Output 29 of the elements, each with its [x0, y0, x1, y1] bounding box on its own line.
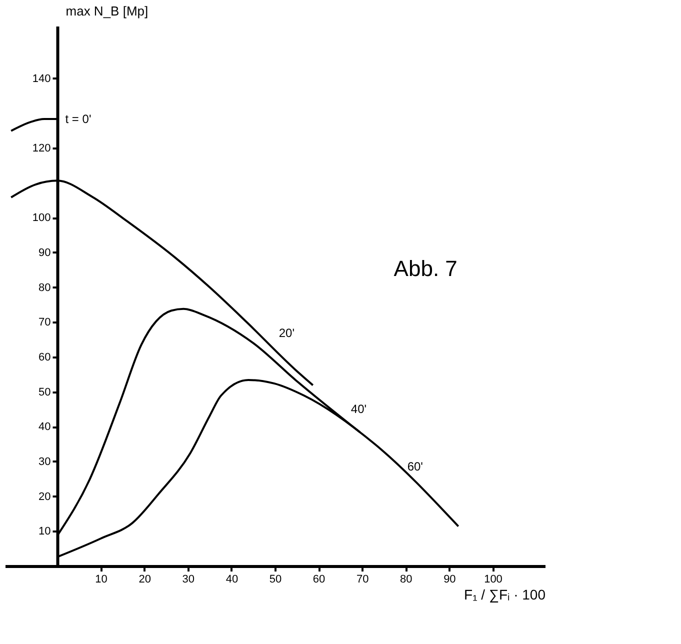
x-tick-label: 70: [356, 574, 369, 586]
x-tick-label: 90: [444, 574, 456, 586]
annotation: Abb. 7: [394, 256, 458, 281]
y-tick-label: 60: [38, 351, 51, 364]
x-tick-label: 30: [182, 574, 195, 586]
y-tick-label: 50: [38, 386, 51, 398]
series-label: 40': [350, 402, 367, 416]
x-tick-label: 100: [484, 574, 502, 586]
y-tick-label: 70: [38, 316, 51, 329]
x-tick-label: 60: [312, 574, 326, 586]
x-tick-label: 50: [269, 574, 282, 586]
x-tick-label: 10: [95, 574, 108, 586]
y-tick-label: 90: [38, 246, 51, 259]
y-tick-label: 10: [38, 526, 51, 538]
series-label: 20': [278, 326, 295, 340]
y-tick-label: 100: [32, 212, 51, 224]
y-tick-label: 140: [32, 72, 51, 85]
x-axis-title: F₁ / ∑Fᵢ · 100: [464, 586, 546, 602]
x-tick-label: 80: [400, 574, 412, 586]
y-tick-label: 30: [38, 456, 51, 468]
y-tick-label: 20: [38, 490, 51, 503]
y-tick-label: 120: [32, 142, 51, 154]
x-tick-label: 40: [226, 574, 238, 586]
x-tick-label: 20: [138, 574, 151, 586]
y-tick-label: 80: [38, 282, 51, 294]
y-axis-title: max N_B [Mp]: [66, 4, 148, 18]
y-tick-label: 40: [38, 421, 51, 434]
series-label: 60': [407, 459, 423, 474]
series-label: t = 0': [65, 112, 92, 126]
